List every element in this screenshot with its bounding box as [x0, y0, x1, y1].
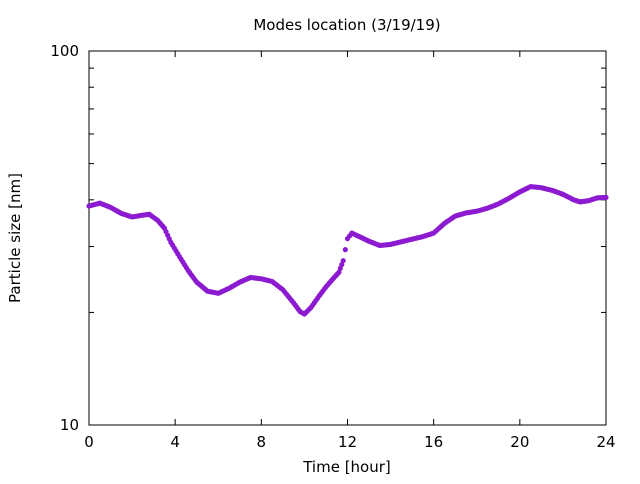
x-tick-label: 16: [424, 433, 443, 451]
data-points: [86, 183, 609, 317]
data-point: [342, 247, 348, 253]
x-tick-label: 8: [257, 433, 267, 451]
data-point: [340, 258, 346, 264]
x-tick-label: 20: [510, 433, 529, 451]
x-tick-label: 12: [338, 433, 357, 451]
y-axis-label: Particle size [nm]: [6, 173, 24, 303]
y-tick-label: 10: [60, 416, 79, 434]
x-tick-label: 24: [596, 433, 615, 451]
data-point: [603, 194, 609, 201]
axes: 0 4 8 12 16 20 24 10 100: [50, 42, 615, 451]
y-tick-label: 100: [50, 42, 79, 60]
x-tick-label: 0: [84, 433, 94, 451]
x-tick-label: 4: [170, 433, 180, 451]
x-axis-label: Time [hour]: [302, 458, 391, 476]
chart-title: Modes location (3/19/19): [253, 16, 440, 34]
